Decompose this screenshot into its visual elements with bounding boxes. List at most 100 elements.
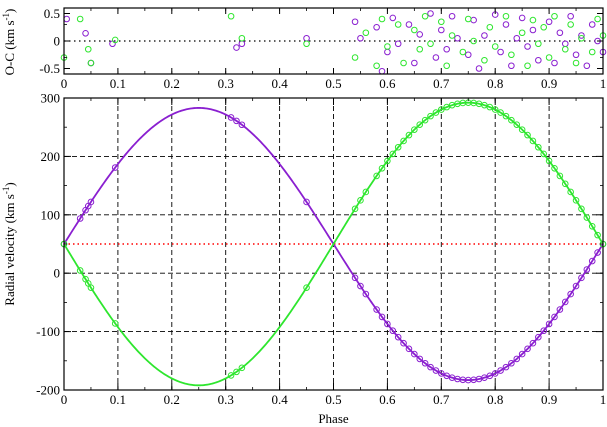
- residual-point-secondary: [535, 40, 542, 48]
- rv-xtick-label: 0.5: [325, 392, 341, 407]
- rv-point-secondary: [594, 231, 601, 239]
- residual-point-primary: [378, 67, 386, 75]
- rv-point-secondary: [491, 106, 499, 113]
- residual-point-primary: [432, 54, 440, 61]
- rv-point-primary: [76, 215, 84, 222]
- rv-point-secondary: [416, 121, 424, 128]
- residual-point-primary: [438, 26, 445, 34]
- residual-point-primary: [481, 32, 488, 39]
- rv-point-secondary: [87, 284, 95, 291]
- rv-point-secondary: [227, 372, 235, 379]
- residual-point-secondary: [351, 54, 359, 61]
- rv-point-primary: [389, 327, 397, 335]
- residual-point-secondary: [491, 43, 499, 50]
- rv-point-primary: [508, 359, 515, 367]
- rv-point-primary: [432, 367, 440, 374]
- rv-point-primary: [545, 320, 553, 328]
- rv-point-primary: [87, 198, 95, 206]
- rv-xtick-label: 0.9: [541, 392, 557, 407]
- rv-point-primary: [227, 114, 235, 121]
- residual-point-primary: [583, 62, 591, 70]
- residual-point-primary: [233, 44, 240, 51]
- residual-point-primary: [303, 34, 310, 42]
- rv-point-secondary: [535, 143, 542, 151]
- rv-point-secondary: [551, 164, 558, 172]
- residual-point-primary: [443, 45, 450, 53]
- rv-point-secondary: [583, 214, 591, 221]
- rv-point-secondary: [529, 137, 537, 145]
- residual-point-secondary: [400, 59, 407, 67]
- rv-ytick-label: 200: [41, 149, 61, 164]
- rv-point-secondary: [378, 164, 386, 172]
- rv-point-secondary: [76, 267, 84, 274]
- residuals-xtick-label: 0.7: [433, 76, 450, 91]
- rv-point-primary: [394, 333, 402, 341]
- residual-point-primary: [588, 21, 596, 28]
- rv-point-primary: [524, 345, 531, 353]
- residual-point-primary: [427, 10, 434, 17]
- rv-point-secondary: [508, 116, 515, 124]
- residual-point-secondary: [362, 29, 370, 37]
- rv-xtick-label: 0.8: [487, 392, 503, 407]
- residual-point-primary: [475, 65, 483, 72]
- rv-point-primary: [416, 355, 424, 363]
- rv-point-primary: [556, 306, 564, 313]
- rv-point-primary: [238, 121, 246, 129]
- rv-point-primary: [518, 350, 526, 358]
- residuals-ylabel: O-C (km s-1): [1, 9, 17, 76]
- rv-point-secondary: [111, 320, 119, 327]
- residual-point-primary: [454, 34, 461, 42]
- rv-point-primary: [561, 298, 569, 306]
- rv-point-primary: [233, 117, 240, 125]
- residual-point-primary: [384, 48, 391, 56]
- rv-xtick-label: 0.2: [164, 392, 180, 407]
- residual-point-secondary: [578, 34, 585, 42]
- residual-point-primary: [373, 23, 380, 31]
- rv-point-primary: [594, 249, 601, 256]
- residual-point-secondary: [594, 15, 601, 23]
- residual-point-secondary: [551, 12, 558, 20]
- rv-point-secondary: [518, 126, 526, 133]
- residuals-xtick-label: 0.1: [110, 76, 126, 91]
- residuals-xtick-label: 0.3: [218, 76, 234, 91]
- residual-point-primary: [561, 40, 569, 48]
- residual-point-secondary: [524, 62, 531, 70]
- residuals-xtick-label: 0: [61, 76, 68, 91]
- rv-point-secondary: [233, 368, 240, 376]
- residual-point-secondary: [459, 48, 467, 56]
- rv-point-primary: [427, 363, 434, 371]
- rv-point-primary: [411, 350, 418, 358]
- residual-point-secondary: [87, 59, 95, 67]
- residual-point-primary: [416, 31, 424, 38]
- residual-point-primary: [389, 14, 397, 22]
- rv-point-primary: [491, 370, 499, 377]
- residual-point-secondary: [427, 40, 434, 48]
- residual-point-secondary: [76, 15, 84, 23]
- rv-ylabel-sup: -1: [1, 187, 11, 195]
- rv-ytick-label: -200: [36, 383, 60, 398]
- rv-point-secondary: [362, 188, 370, 196]
- residual-point-secondary: [464, 15, 472, 23]
- residual-point-secondary: [227, 12, 235, 20]
- residual-point-secondary: [481, 56, 488, 64]
- rv-point-secondary: [438, 106, 445, 113]
- rv-point-primary: [529, 339, 537, 347]
- rv-point-secondary: [513, 121, 521, 128]
- rv-ytick-label: 100: [41, 207, 61, 222]
- residual-point-secondary: [443, 62, 450, 70]
- residual-point-primary: [545, 18, 553, 26]
- residual-point-primary: [357, 34, 364, 42]
- rv-point-primary: [513, 355, 521, 363]
- rv-point-secondary: [578, 205, 585, 213]
- rv-point-secondary: [567, 188, 574, 196]
- residuals-xtick-label: 0.4: [271, 76, 288, 91]
- residual-point-secondary: [545, 54, 553, 61]
- rv-xlabel: Phase: [318, 411, 349, 426]
- rv-point-secondary: [502, 112, 510, 120]
- rv-point-secondary: [556, 172, 564, 180]
- residuals-panel: 0 0.1 0.2 0.3 0.4 0.5 0.6 0.7 0.8 0.9 1-0.500.5O-C…: [1, 6, 607, 91]
- residual-point-secondary: [394, 21, 402, 28]
- rv-point-secondary: [303, 284, 310, 291]
- rv-xtick-label: 0.3: [218, 392, 234, 407]
